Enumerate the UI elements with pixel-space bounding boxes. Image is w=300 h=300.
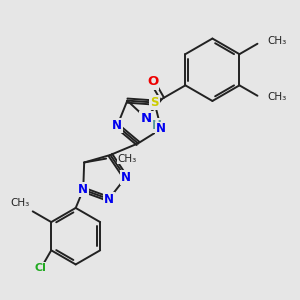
Text: N: N: [140, 112, 152, 124]
Text: CH₃: CH₃: [117, 154, 137, 164]
Text: O: O: [147, 76, 158, 88]
Text: CH₃: CH₃: [11, 198, 30, 208]
Text: N: N: [121, 171, 130, 184]
Text: N: N: [104, 193, 114, 206]
Text: CH₃: CH₃: [268, 36, 287, 46]
Text: N: N: [156, 122, 166, 136]
Text: H: H: [152, 119, 162, 132]
Text: N: N: [112, 119, 122, 132]
Text: Cl: Cl: [35, 263, 47, 273]
Text: CH₃: CH₃: [268, 92, 287, 102]
Text: S: S: [150, 96, 159, 109]
Text: N: N: [78, 183, 88, 196]
